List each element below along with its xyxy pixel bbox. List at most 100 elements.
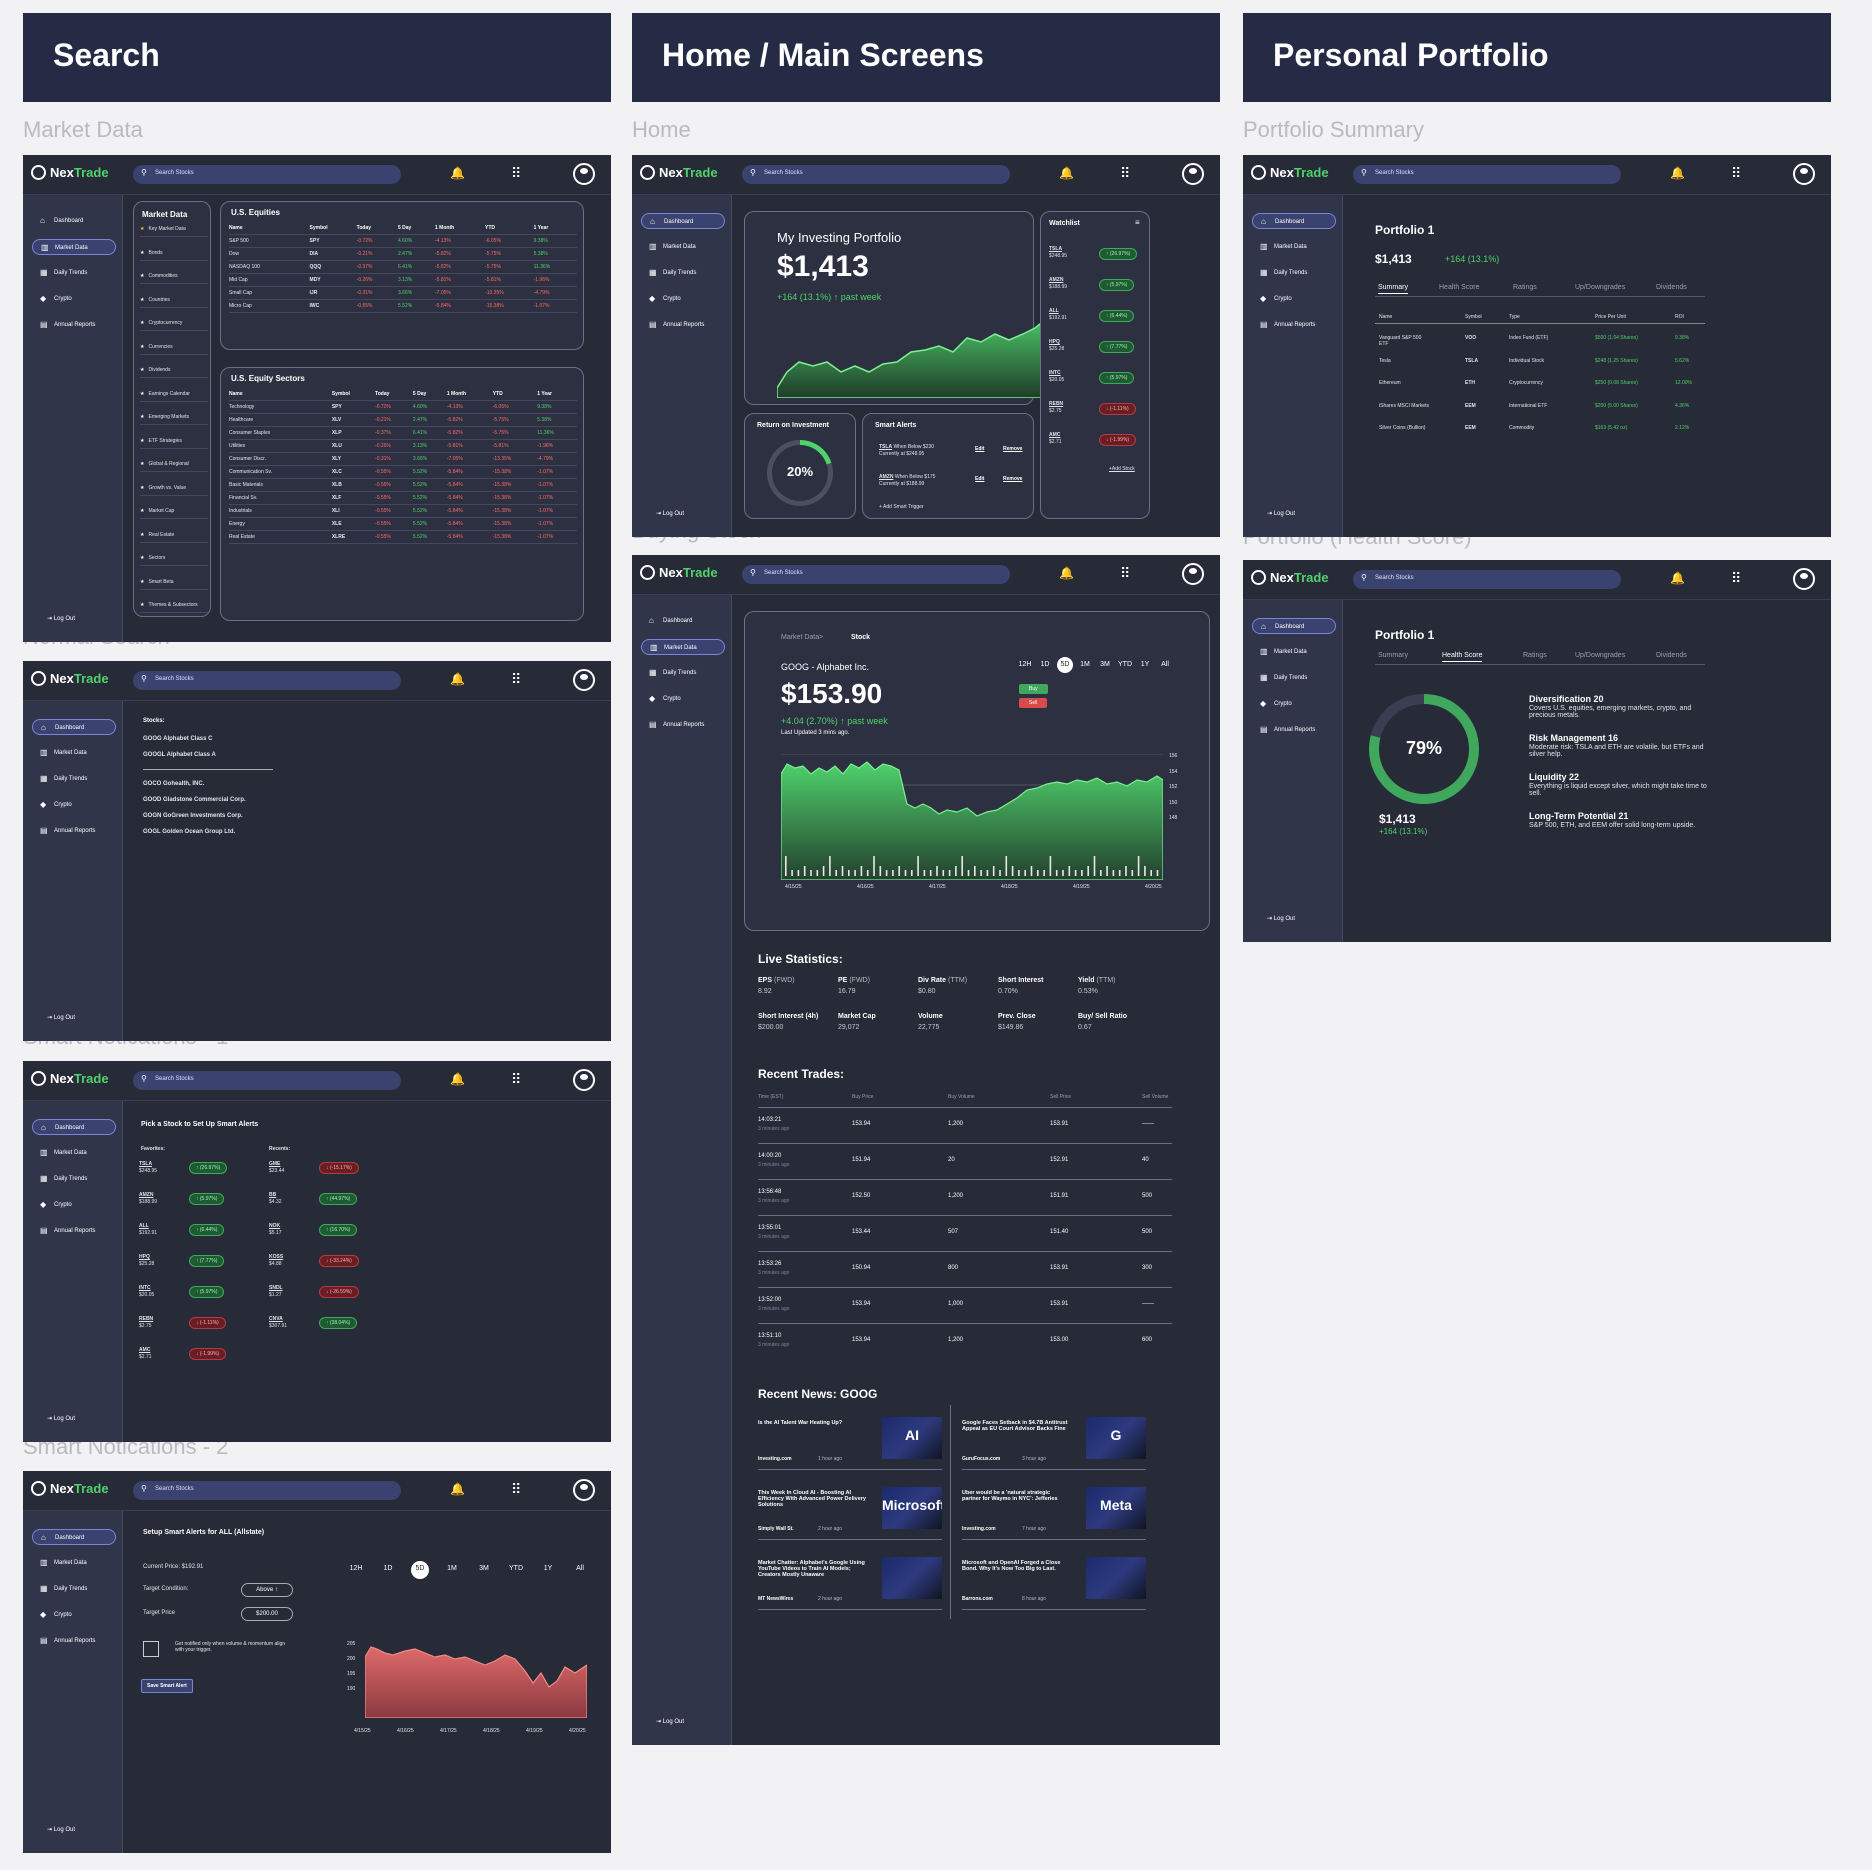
table-row[interactable]: Consumer Staples XLP -0.37% 6.41% -5.82% -5.7… <box>229 426 577 440</box>
sidebar-item-daily-trends[interactable]: ▦ Daily Trends <box>641 265 725 281</box>
table-row[interactable]: NASDAQ 100 QQQ -0.37% 6.41% -5.82% -5.75% 11.3… <box>229 260 577 274</box>
ticker-symbol[interactable]: SNDL <box>269 1285 283 1291</box>
sidebar-item-market-data[interactable]: ▥ Market Data <box>1252 239 1336 255</box>
change-badge[interactable]: ↑ (26.97%) <box>1099 248 1138 260</box>
star-icon[interactable]: ★ <box>140 414 145 420</box>
sidebar-item-annual-reports[interactable]: ▤ Annual Reports <box>32 1633 116 1649</box>
change-badge[interactable]: ↑ (44.97%) <box>319 1193 358 1205</box>
star-icon[interactable]: ★ <box>140 602 145 608</box>
add-stock-button[interactable]: +Add Stock <box>1109 466 1135 472</box>
star-icon[interactable]: ★ <box>140 249 145 256</box>
news-thumbnail[interactable]: G <box>1086 1417 1146 1459</box>
change-badge[interactable]: ↑ (7.77%) <box>189 1255 225 1267</box>
portfolio-card[interactable]: My Investing Portfolio $1,413 +164 (13.1%)… <box>744 211 1054 405</box>
brand-logo[interactable]: NexTrade <box>31 165 109 180</box>
star-icon[interactable]: ★ <box>140 226 145 232</box>
avatar[interactable] <box>573 669 595 691</box>
sidebar-item-daily-trends[interactable]: ▦ Daily Trends <box>32 1171 116 1187</box>
search-result-item[interactable]: GOOD Gladstone Commercial Corp. <box>143 797 246 803</box>
avatar[interactable] <box>1793 568 1815 590</box>
apps-grid-icon[interactable]: ⠿ <box>1731 165 1742 181</box>
add-smart-trigger-button[interactable]: + Add Smart Trigger <box>879 504 924 510</box>
star-icon[interactable]: ★ <box>140 273 145 279</box>
sidebar-item-daily-trends[interactable]: ▦ Daily Trends <box>1252 670 1336 686</box>
ticker-symbol[interactable]: CNVA <box>269 1316 283 1322</box>
portfolio-tab[interactable]: Ratings <box>1513 284 1537 291</box>
sidebar-item-dashboard[interactable]: ⌂ Dashboard <box>1252 618 1336 634</box>
trade-row[interactable] <box>758 1287 1172 1323</box>
trade-row[interactable] <box>758 1323 1172 1359</box>
market-menu-item[interactable]: ★ Market Cap <box>140 508 208 519</box>
range-tab[interactable]: 1M <box>447 1565 457 1572</box>
range-tab[interactable]: YTD <box>1118 661 1132 668</box>
bell-icon[interactable]: 🔔 <box>1670 166 1685 180</box>
ticker-symbol[interactable]: TSLA <box>139 1161 153 1167</box>
sidebar-item-dashboard[interactable]: ⌂ Dashboard <box>641 213 725 229</box>
table-row[interactable]: Communication Sv. XLC -0.55% 5.52% -5.84% -15… <box>229 465 577 479</box>
change-badge[interactable]: ↓ (-1.99%) <box>189 1348 227 1360</box>
sidebar-item-market-data[interactable]: ▥ Market Data <box>32 1145 116 1161</box>
watch-symbol[interactable]: REBN <box>1049 401 1064 407</box>
edit-alert-button[interactable]: Edit <box>975 476 985 482</box>
change-badge[interactable]: ↑ (6.44%) <box>189 1224 225 1236</box>
watch-symbol[interactable]: AMZN <box>1049 277 1064 283</box>
market-menu-item[interactable]: ★ Growth vs. Value <box>140 485 208 496</box>
bell-icon[interactable]: 🔔 <box>1670 571 1685 585</box>
ticker-symbol[interactable]: GME <box>269 1161 281 1167</box>
target-condition-select[interactable]: Above ↑ <box>241 1583 293 1597</box>
range-tab[interactable]: 12H <box>349 1565 363 1572</box>
range-tab[interactable]: 5D <box>1057 657 1073 673</box>
sidebar-item-dashboard[interactable]: ⌂ Dashboard <box>1252 213 1336 229</box>
star-icon[interactable]: ★ <box>140 367 145 373</box>
sidebar-item-annual-reports[interactable]: ▤ Annual Reports <box>32 1223 116 1239</box>
news-item[interactable] <box>962 1550 1146 1610</box>
notify-checkbox[interactable] <box>143 1641 159 1657</box>
avatar[interactable] <box>1793 163 1815 185</box>
search-input[interactable]: Search Stocks <box>1353 165 1621 184</box>
search-input[interactable]: Search Stocks <box>1353 570 1621 589</box>
market-menu-item[interactable]: ★ Emerging Markets <box>140 414 208 425</box>
watch-symbol[interactable]: HPQ <box>1049 339 1060 345</box>
brand-logo[interactable]: NexTrade <box>31 1481 109 1496</box>
range-tab[interactable]: 5D <box>411 1561 429 1579</box>
table-row[interactable]: Mid Cap MDY -0.26% 3.13% -5.81% -5.81% -1.96% <box>229 273 577 287</box>
search-input[interactable]: Search Stocks <box>133 165 401 184</box>
sidebar-item-crypto[interactable]: ◆ Crypto <box>32 1607 116 1623</box>
star-icon[interactable]: ★ <box>140 508 145 514</box>
ticker-symbol[interactable]: BB <box>269 1192 277 1198</box>
avatar[interactable] <box>573 1069 595 1091</box>
sidebar-item-market-data[interactable]: ▥ Market Data <box>641 639 725 655</box>
news-thumbnail[interactable] <box>882 1557 942 1599</box>
news-thumbnail[interactable]: Microsoft <box>882 1487 942 1529</box>
apps-grid-icon[interactable]: ⠿ <box>511 1481 522 1497</box>
star-icon[interactable]: ★ <box>140 531 145 538</box>
sidebar-item-annual-reports[interactable]: ▤ Annual Reports <box>641 717 725 733</box>
range-tab[interactable]: 1D <box>383 1565 393 1572</box>
portfolio-tab[interactable]: Health Score <box>1442 652 1483 662</box>
change-badge[interactable]: ↓ (-1.99%) <box>1099 434 1137 446</box>
avatar[interactable] <box>1182 163 1204 185</box>
table-row[interactable]: Dow DIA -0.21% 2.47% -5.82% -5.75% 5.38% <box>229 247 577 261</box>
brand-logo[interactable]: NexTrade <box>31 671 109 686</box>
sidebar-item-crypto[interactable]: ◆ Crypto <box>641 691 725 707</box>
market-menu-item[interactable]: ★ Key Market Data <box>140 226 208 237</box>
sidebar-item-daily-trends[interactable]: ▦ Daily Trends <box>641 665 725 681</box>
table-row[interactable]: S&P 500 SPY -0.72% 4.60% -4.13% -6.05% 9.38% <box>229 234 577 248</box>
sidebar-item-daily-trends[interactable]: ▦ Daily Trends <box>32 265 116 281</box>
news-item[interactable] <box>758 1550 942 1610</box>
range-tab[interactable]: All <box>1161 661 1169 668</box>
change-badge[interactable]: ↑ (6.44%) <box>1099 310 1135 322</box>
change-badge[interactable]: ↓ (-1.11%) <box>1099 403 1136 415</box>
ticker-symbol[interactable]: KOSS <box>269 1254 284 1260</box>
portfolio-tab[interactable]: Dividends <box>1656 284 1687 291</box>
change-badge[interactable]: ↑ (7.77%) <box>1099 341 1135 353</box>
table-row[interactable]: Utilities XLU -0.26% 3.13% -5.81% -5.81% -1.96… <box>229 439 577 453</box>
table-row[interactable]: Financial Sv. XLF -0.55% 5.52% -5.84% -15.38%… <box>229 491 577 505</box>
search-input[interactable]: Search Stocks <box>133 1481 401 1500</box>
brand-logo[interactable]: NexTrade <box>640 565 718 580</box>
logout-button[interactable]: ⇥ Log Out <box>656 510 684 517</box>
watch-symbol[interactable]: ALL <box>1049 308 1059 314</box>
range-tab[interactable]: All <box>576 1565 584 1572</box>
buy-button[interactable]: Buy <box>1019 684 1048 694</box>
sidebar-item-annual-reports[interactable]: ▤ Annual Reports <box>1252 722 1336 738</box>
